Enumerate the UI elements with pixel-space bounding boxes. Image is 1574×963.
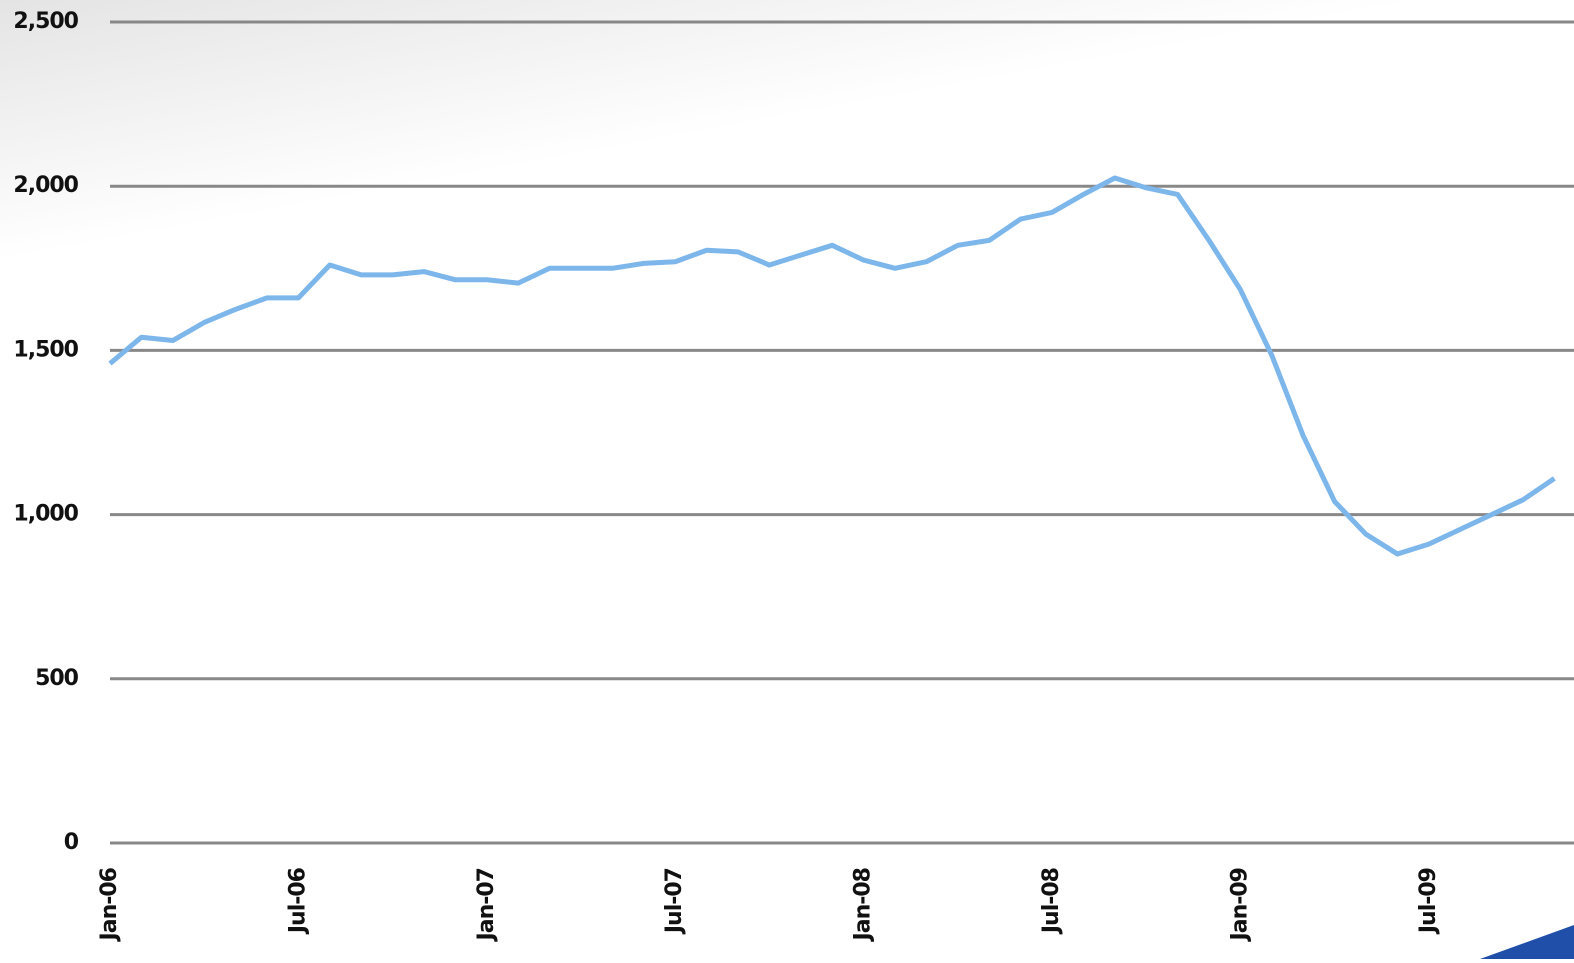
x-tick-label: Jul-09 (1416, 868, 1441, 935)
y-tick-label: 500 (35, 666, 79, 691)
y-tick-label: 0 (64, 830, 79, 855)
y-tick-label: 2,000 (13, 173, 78, 198)
line-series (108, 175, 1556, 557)
x-tick-label: Jan-07 (474, 868, 499, 942)
x-tick-label: Jul-07 (662, 868, 687, 935)
corner-decoration (1480, 925, 1574, 959)
x-tick-label: Jan-06 (97, 867, 122, 942)
x-tick-label: Jan-09 (1227, 868, 1252, 942)
y-tick-label: 2,500 (13, 9, 78, 34)
y-tick-label: 1,500 (13, 337, 78, 362)
x-tick-label: Jan-08 (851, 868, 876, 942)
y-tick-label: 1,000 (13, 502, 78, 527)
x-tick-label: Jul-06 (285, 867, 310, 935)
x-tick-label: Jul-08 (1039, 868, 1064, 935)
